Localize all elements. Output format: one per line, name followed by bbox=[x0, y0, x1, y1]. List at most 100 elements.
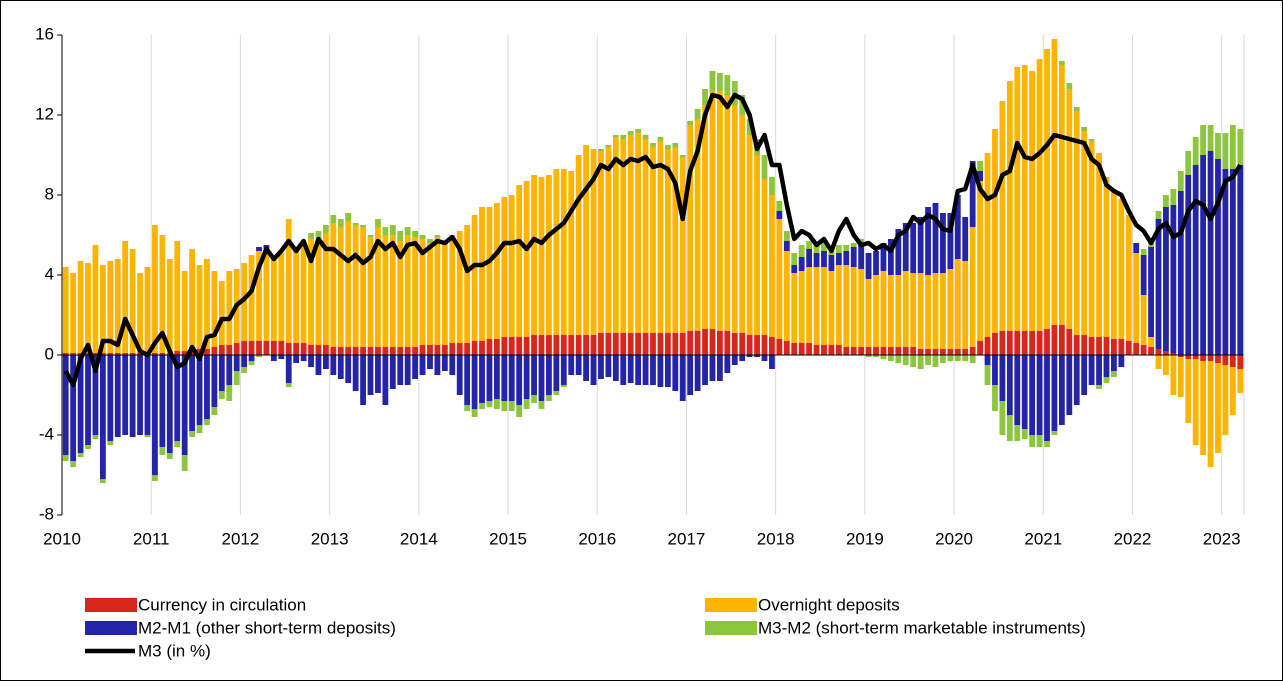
bar-segment bbox=[969, 347, 976, 355]
bar-segment bbox=[546, 335, 552, 355]
bar-segment bbox=[189, 351, 195, 355]
bar-segment bbox=[858, 269, 865, 347]
bar-segment bbox=[241, 341, 248, 355]
bar-segment bbox=[486, 339, 493, 355]
bar-segment bbox=[702, 89, 708, 105]
bar-segment bbox=[813, 243, 820, 253]
bar-segment bbox=[493, 399, 500, 409]
bar-segment bbox=[798, 271, 805, 343]
bar-segment bbox=[1200, 361, 1207, 455]
bar-segment bbox=[92, 355, 99, 435]
bar-segment bbox=[1237, 165, 1244, 355]
bar-segment bbox=[181, 455, 188, 471]
bar-segment bbox=[493, 339, 500, 355]
bar-segment bbox=[739, 115, 746, 333]
bar-segment bbox=[605, 145, 612, 147]
bar-segment bbox=[887, 275, 894, 347]
bar-segment bbox=[1036, 59, 1043, 331]
bar-segment bbox=[1029, 71, 1036, 331]
bar-segment bbox=[954, 349, 961, 355]
bar-segment bbox=[270, 341, 277, 355]
bar-segment bbox=[1177, 171, 1184, 191]
bar-segment bbox=[694, 119, 701, 331]
bar-segment bbox=[568, 335, 575, 355]
bar-segment bbox=[471, 409, 478, 417]
bar-segment bbox=[308, 345, 314, 355]
bar-segment bbox=[1133, 253, 1140, 343]
bar-segment bbox=[865, 279, 872, 347]
bar-segment bbox=[226, 355, 233, 385]
y-tick-label: 8 bbox=[45, 184, 54, 203]
bar-segment bbox=[397, 241, 404, 347]
bar-segment bbox=[1058, 355, 1065, 425]
bar-segment bbox=[590, 355, 597, 385]
bar-segment bbox=[664, 355, 671, 387]
bar-segment bbox=[873, 275, 879, 347]
bar-segment bbox=[456, 355, 463, 395]
bar-segment bbox=[1088, 141, 1095, 337]
bar-segment bbox=[1103, 337, 1110, 355]
bar-segment bbox=[835, 253, 842, 265]
bar-segment bbox=[560, 385, 567, 387]
x-tick-label: 2016 bbox=[578, 529, 616, 548]
bar-segment bbox=[159, 353, 166, 355]
bar-segment bbox=[523, 337, 530, 355]
bar-segment bbox=[761, 155, 768, 179]
bar-segment bbox=[278, 253, 285, 341]
bar-segment bbox=[315, 355, 322, 375]
bar-segment bbox=[85, 263, 91, 353]
bar-segment bbox=[910, 273, 917, 347]
bar-segment bbox=[783, 231, 790, 241]
bar-segment bbox=[159, 355, 166, 447]
bar-segment bbox=[560, 355, 567, 385]
bar-segment bbox=[501, 197, 508, 337]
bar-segment bbox=[337, 227, 344, 347]
bar-segment bbox=[1229, 125, 1236, 169]
bar-segment bbox=[70, 353, 77, 355]
legend-swatch bbox=[705, 598, 757, 612]
bar-segment bbox=[717, 355, 723, 381]
bar-segment bbox=[107, 355, 114, 441]
bar-segment bbox=[627, 355, 634, 383]
bar-segment bbox=[285, 355, 292, 383]
bar-segment bbox=[189, 249, 195, 351]
bar-segment bbox=[679, 333, 686, 355]
bar-segment bbox=[323, 355, 329, 369]
bar-segment bbox=[367, 235, 374, 237]
bar-segment bbox=[1014, 425, 1021, 441]
bar-segment bbox=[776, 211, 783, 219]
bar-segment bbox=[196, 355, 203, 425]
bar-segment bbox=[70, 461, 77, 467]
bar-segment bbox=[427, 239, 433, 243]
bar-segment bbox=[865, 347, 872, 355]
bar-segment bbox=[776, 219, 783, 339]
bar-segment bbox=[1021, 429, 1028, 439]
bar-segment bbox=[1177, 355, 1184, 357]
bar-segment bbox=[791, 265, 798, 273]
bar-segment bbox=[1185, 175, 1192, 355]
bar-segment bbox=[783, 241, 790, 251]
bar-segment bbox=[1237, 355, 1244, 369]
bar-segment bbox=[739, 355, 746, 361]
bar-segment bbox=[865, 253, 872, 279]
bar-segment bbox=[672, 147, 679, 333]
bar-segment bbox=[709, 91, 716, 329]
bar-segment bbox=[568, 171, 575, 335]
bar-segment bbox=[531, 335, 537, 355]
bar-segment bbox=[352, 347, 359, 355]
legend-swatch bbox=[85, 598, 137, 612]
bar-segment bbox=[925, 349, 931, 355]
bar-segment bbox=[270, 257, 277, 341]
bar-segment bbox=[434, 235, 441, 237]
x-tick-label: 2021 bbox=[1024, 529, 1062, 548]
bar-segment bbox=[1207, 355, 1214, 361]
bar-segment bbox=[1036, 435, 1043, 447]
bar-segment bbox=[337, 219, 344, 227]
bar-segment bbox=[1021, 355, 1028, 429]
bar-segment bbox=[635, 355, 642, 385]
bar-segment bbox=[389, 225, 396, 235]
bar-segment bbox=[1163, 207, 1169, 351]
bar-segment bbox=[77, 355, 84, 453]
bar-segment bbox=[99, 479, 106, 483]
bar-segment bbox=[471, 215, 478, 341]
